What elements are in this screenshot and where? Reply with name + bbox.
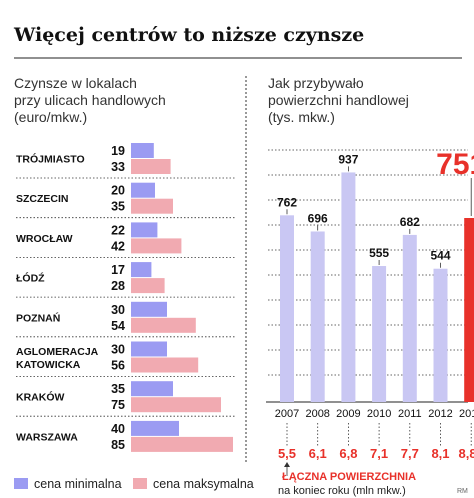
total-area-unit: na koniec roku (mln mkw.) [278, 485, 406, 497]
city-label: WARSZAWA [16, 431, 78, 443]
year-label: 2013 [459, 408, 474, 420]
city-label: WROCŁAW [16, 233, 73, 245]
city-label: SZCZECIN [16, 193, 69, 205]
total-area-value: 8,1 [431, 446, 449, 461]
rent-title-line: (euro/mkw.) [14, 109, 87, 125]
value-min: 22 [111, 223, 125, 237]
bar-min [131, 301, 167, 317]
space-bar [433, 268, 448, 402]
bar-min [131, 143, 154, 158]
city-label: TRÓJMIASTO [16, 153, 85, 166]
value-min: 30 [111, 343, 125, 357]
bar-value: 937 [338, 152, 358, 166]
year-label: 2009 [336, 408, 360, 420]
bar-min [131, 341, 167, 357]
value-min: 19 [111, 144, 125, 158]
value-max: 42 [111, 239, 125, 253]
space-bar [372, 266, 387, 402]
city-label: POZNAŃ [16, 311, 60, 324]
value-max: 28 [111, 279, 125, 293]
rent-title-line: przy ulicach handlowych [14, 92, 166, 108]
space-bar [341, 172, 356, 402]
total-area-value: 7,7 [401, 446, 419, 461]
note-pointer-arrow [284, 462, 290, 467]
bar-max [131, 159, 171, 174]
value-max: 85 [111, 438, 125, 452]
year-label: 2011 [398, 408, 422, 420]
retail-space-chart: Jak przybywało powierzchni handlowej (ty… [266, 75, 474, 476]
space-bar [464, 218, 474, 402]
total-area-value: 6,8 [339, 446, 357, 461]
value-max: 56 [111, 359, 125, 373]
main-title: Więcej centrów to niższe czynsze [13, 24, 364, 46]
total-area-value: 8,85 [459, 446, 474, 461]
year-label: 2012 [428, 408, 452, 420]
bar-min [131, 222, 158, 238]
total-area-value: 7,1 [370, 446, 388, 461]
bar-value: 682 [400, 215, 420, 229]
space-title-line: Jak przybywało [268, 75, 364, 91]
city-label: KRAKÓW [16, 391, 64, 404]
city-label: AGLOMERACJA [16, 346, 99, 358]
total-area-note: ŁĄCZNA POWIERZCHNIA [282, 471, 416, 483]
space-title-line: (tys. mkw.) [268, 109, 335, 125]
bar-value: 762 [277, 195, 297, 209]
value-min: 20 [111, 184, 125, 198]
value-max: 54 [111, 319, 125, 333]
rent-chart: Czynsze w lokalach przy ulicach handlowy… [14, 75, 236, 452]
bar-max [131, 278, 165, 294]
legend: cena minimalna cena maksymalna [14, 477, 254, 491]
space-chart-title: Jak przybywało powierzchni handlowej (ty… [268, 75, 413, 125]
total-area-value: 5,5 [278, 446, 296, 461]
rent-title-line: Czynsze w lokalach [14, 75, 137, 91]
legend-swatch-min [14, 478, 28, 489]
value-min: 30 [111, 303, 125, 317]
legend-swatch-max [133, 478, 147, 489]
bar-max [131, 317, 196, 333]
legend-label-min: cena minimalna [34, 477, 122, 491]
bar-value-highlight: 751 [436, 148, 474, 181]
bar-max [131, 436, 233, 452]
bar-min [131, 182, 155, 198]
value-min: 35 [111, 382, 125, 396]
bar-max [131, 397, 221, 413]
city-label: KATOWICKA [16, 359, 81, 371]
value-max: 35 [111, 200, 125, 214]
value-max: 75 [111, 398, 125, 412]
city-label: ŁÓDŹ [16, 272, 45, 285]
space-title-line: powierzchni handlowej [268, 92, 409, 108]
rent-chart-title: Czynsze w lokalach przy ulicach handlowy… [14, 75, 170, 125]
bar-min [131, 381, 173, 397]
space-bar [402, 234, 417, 402]
space-bar [280, 215, 294, 402]
value-min: 17 [111, 263, 125, 277]
year-label: 2007 [275, 408, 299, 420]
legend-label-max: cena maksymalna [153, 477, 254, 491]
credit: RM [457, 488, 468, 495]
value-max: 33 [111, 160, 125, 174]
year-label: 2010 [367, 408, 391, 420]
year-label: 2008 [305, 408, 329, 420]
value-min: 40 [111, 422, 125, 436]
space-bar [310, 231, 325, 402]
bar-max [131, 198, 173, 214]
total-area-value: 6,1 [309, 446, 327, 461]
bar-min [131, 262, 152, 278]
bar-value: 555 [369, 246, 389, 260]
bar-value: 544 [430, 249, 450, 263]
bar-max [131, 238, 182, 254]
bar-value: 696 [308, 211, 328, 225]
bar-min [131, 420, 179, 436]
bar-max [131, 357, 199, 373]
